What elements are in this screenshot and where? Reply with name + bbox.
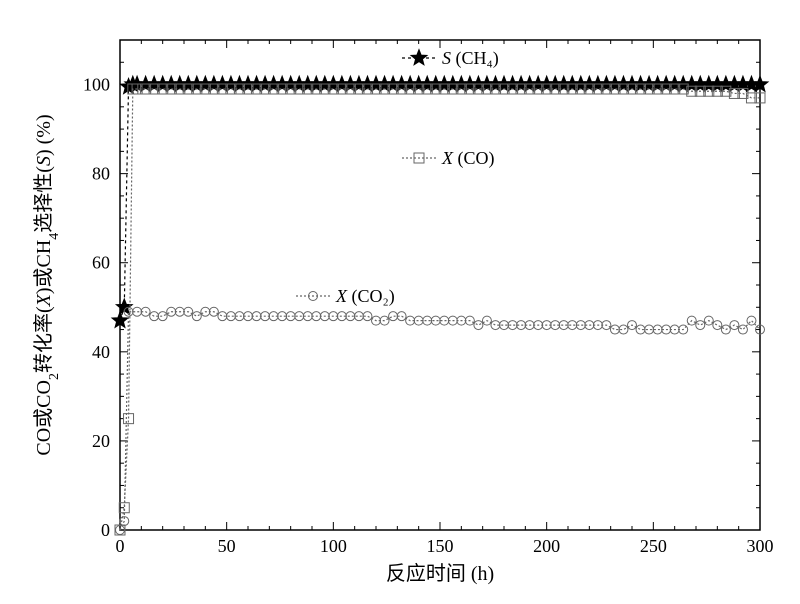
chart-container: 050100150200250300020406080100反应时间 (h)CO… xyxy=(0,0,800,604)
svg-text:100: 100 xyxy=(320,536,347,556)
svg-text:300: 300 xyxy=(747,536,774,556)
svg-text:反应时间 (h): 反应时间 (h) xyxy=(386,562,494,585)
svg-text:50: 50 xyxy=(218,536,236,556)
svg-text:60: 60 xyxy=(92,253,110,273)
svg-text:0: 0 xyxy=(116,536,125,556)
svg-text:X (CO₂): X (CO₂) xyxy=(335,286,395,307)
svg-text:250: 250 xyxy=(640,536,667,556)
svg-text:20: 20 xyxy=(92,431,110,451)
svg-text:150: 150 xyxy=(427,536,454,556)
svg-text:200: 200 xyxy=(533,536,560,556)
svg-text:100: 100 xyxy=(83,75,110,95)
svg-text:40: 40 xyxy=(92,342,110,362)
svg-text:X (CO): X (CO) xyxy=(441,148,495,169)
chart-svg: 050100150200250300020406080100反应时间 (h)CO… xyxy=(0,0,800,604)
svg-text:S (CH₄): S (CH₄) xyxy=(442,48,499,69)
svg-text:0: 0 xyxy=(101,520,110,540)
svg-text:80: 80 xyxy=(92,164,110,184)
